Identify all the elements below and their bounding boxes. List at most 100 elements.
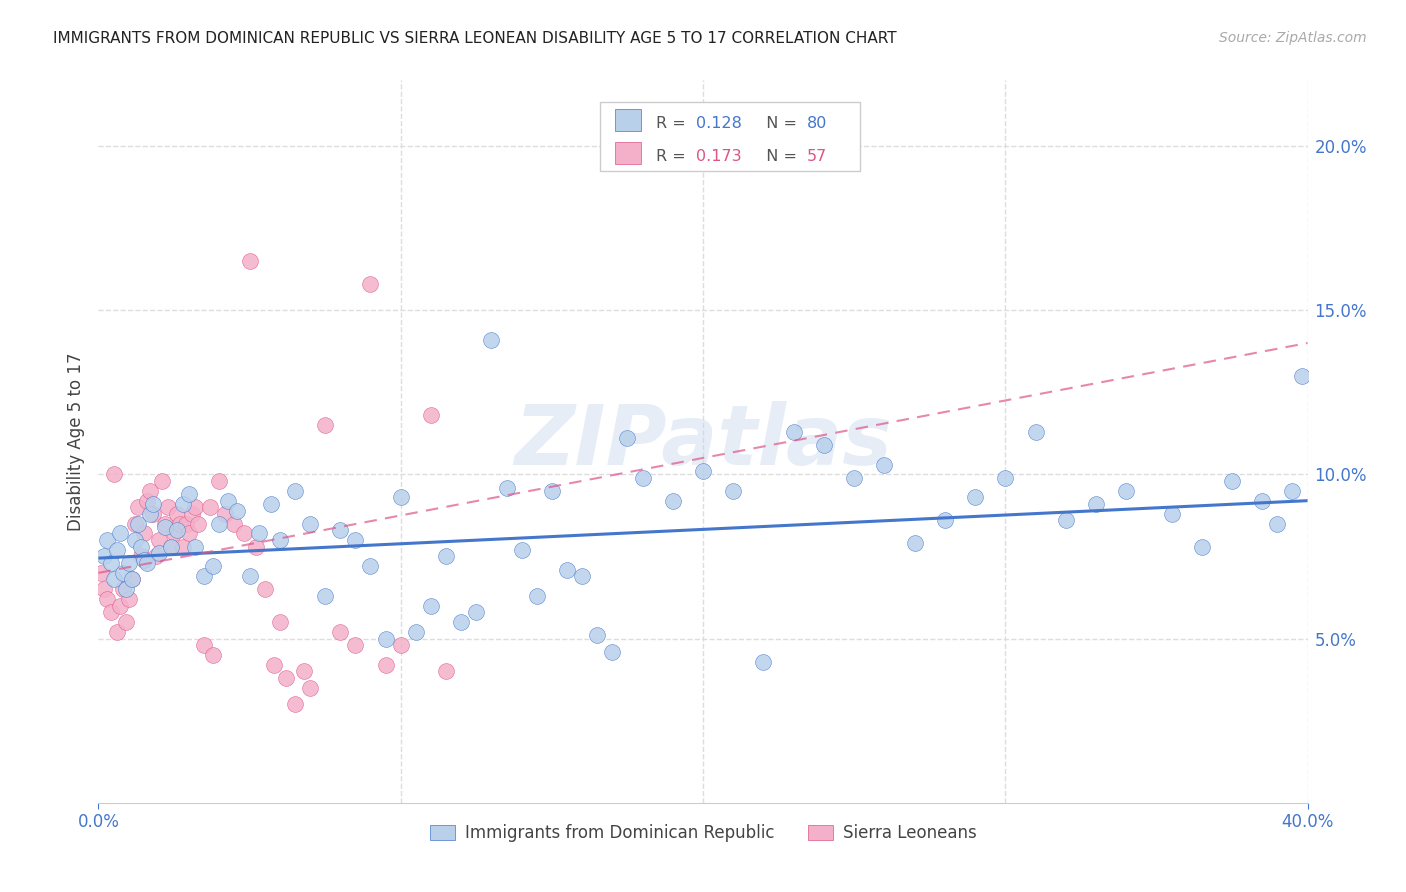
Point — [292, 665, 315, 679]
Point — [153, 520, 176, 534]
Point — [1160, 507, 1182, 521]
Text: R =: R = — [655, 117, 690, 131]
Text: N =: N = — [756, 117, 803, 131]
Text: Source: ZipAtlas.com: Source: ZipAtlas.com — [1219, 31, 1367, 45]
Bar — [614, 110, 641, 131]
Point — [374, 657, 396, 672]
Point — [118, 592, 141, 607]
Point — [263, 657, 285, 672]
Point — [1054, 513, 1077, 527]
Point — [226, 503, 249, 517]
Text: R =: R = — [655, 149, 690, 164]
Point — [90, 566, 112, 580]
Point — [994, 470, 1017, 484]
Point — [105, 542, 128, 557]
Point — [510, 542, 533, 557]
Point — [374, 632, 396, 646]
Point — [904, 536, 927, 550]
Point — [1085, 497, 1108, 511]
Point — [314, 589, 336, 603]
Point — [172, 540, 194, 554]
Point — [481, 333, 503, 347]
Point — [160, 540, 183, 554]
Point — [224, 516, 246, 531]
Point — [184, 500, 207, 515]
Point — [139, 507, 162, 521]
Point — [329, 625, 352, 640]
Point — [148, 533, 170, 547]
Point — [1251, 493, 1274, 508]
Point — [121, 573, 143, 587]
Point — [208, 516, 231, 531]
Point — [172, 497, 194, 511]
Point — [202, 648, 225, 662]
Point — [284, 483, 307, 498]
Point — [434, 665, 457, 679]
Point — [269, 615, 291, 630]
Point — [1267, 516, 1289, 531]
Point — [274, 671, 297, 685]
Point — [156, 500, 179, 515]
Point — [752, 655, 775, 669]
Point — [96, 592, 118, 607]
Point — [661, 493, 683, 508]
Point — [540, 483, 562, 498]
Bar — [614, 143, 641, 164]
Y-axis label: Disability Age 5 to 17: Disability Age 5 to 17 — [66, 352, 84, 531]
Point — [420, 409, 443, 423]
Point — [253, 582, 276, 597]
Point — [232, 526, 254, 541]
Text: 0.173: 0.173 — [696, 149, 741, 164]
Point — [160, 540, 183, 554]
Point — [692, 464, 714, 478]
Point — [103, 467, 125, 482]
Point — [299, 516, 322, 531]
Point — [450, 615, 472, 630]
Point — [844, 470, 866, 484]
Point — [111, 582, 134, 597]
Point — [100, 605, 122, 619]
Point — [214, 507, 236, 521]
Point — [873, 458, 896, 472]
Point — [100, 556, 122, 570]
Point — [163, 526, 186, 541]
Point — [129, 549, 152, 564]
Point — [96, 533, 118, 547]
Point — [329, 523, 352, 537]
Point — [169, 516, 191, 531]
Point — [121, 573, 143, 587]
Point — [142, 507, 165, 521]
Point — [135, 556, 157, 570]
Point — [108, 599, 131, 613]
Point — [465, 605, 488, 619]
Point — [153, 516, 176, 531]
Point — [184, 540, 207, 554]
Point — [202, 559, 225, 574]
Point — [193, 638, 215, 652]
Point — [108, 526, 131, 541]
Point — [166, 507, 188, 521]
Point — [602, 645, 624, 659]
Point — [934, 513, 956, 527]
Point — [314, 418, 336, 433]
Point — [179, 487, 201, 501]
Point — [247, 526, 270, 541]
Text: N =: N = — [756, 149, 803, 164]
Point — [114, 615, 136, 630]
Point — [1220, 474, 1243, 488]
Point — [555, 563, 578, 577]
Point — [1291, 368, 1313, 383]
Point — [1281, 483, 1303, 498]
Text: IMMIGRANTS FROM DOMINICAN REPUBLIC VS SIERRA LEONEAN DISABILITY AGE 5 TO 17 CORR: IMMIGRANTS FROM DOMINICAN REPUBLIC VS SI… — [53, 31, 897, 46]
Point — [93, 549, 115, 564]
Point — [166, 523, 188, 537]
Point — [260, 497, 283, 511]
Point — [360, 559, 382, 574]
Text: 80: 80 — [807, 117, 827, 131]
Point — [284, 698, 307, 712]
Point — [571, 569, 593, 583]
Point — [434, 549, 457, 564]
Point — [118, 556, 141, 570]
Point — [344, 638, 367, 652]
Point — [344, 533, 367, 547]
